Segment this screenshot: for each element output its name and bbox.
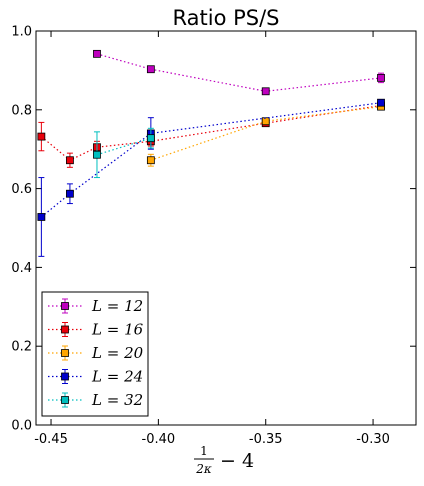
series-l-20: [146, 102, 385, 167]
data-point: [261, 87, 270, 96]
legend-item: L = 20: [48, 344, 144, 362]
data-point: [377, 73, 385, 82]
x-tick-label: -0.45: [34, 432, 68, 447]
series-line: [96, 137, 152, 156]
data-point: [146, 65, 155, 74]
chart-title: Ratio PS/S: [173, 6, 280, 30]
legend-marker: [61, 349, 69, 357]
series-l-16: [37, 101, 385, 168]
legend-label: L = 12: [91, 297, 143, 315]
y-tick-label: 0.2: [11, 340, 32, 355]
legend-item: L = 32: [48, 391, 143, 409]
series-line: [41, 102, 382, 218]
y-tick-label: 0.4: [11, 261, 32, 276]
legend-label: L = 32: [91, 391, 143, 409]
legend-item: L = 16: [48, 321, 144, 339]
series-line: [41, 104, 382, 161]
x-axis-label: 1 2κ − 4: [194, 444, 254, 476]
series-line: [96, 53, 382, 92]
data-point: [261, 117, 270, 126]
series-l-12: [93, 49, 385, 96]
series-line: [150, 106, 382, 161]
legend-box: [41, 291, 149, 417]
legend-item: L = 24: [48, 368, 143, 386]
x-axis-label-numerator: 1: [200, 444, 208, 458]
legend-marker: [61, 302, 69, 310]
y-tick-label: 0.6: [11, 182, 32, 197]
series-layer: [37, 49, 385, 257]
y-tick-label: 0.8: [11, 103, 32, 118]
data-point: [146, 156, 155, 165]
series-l-24: [37, 98, 385, 257]
y-axis: 0.0 0.2 0.4 0.6 0.8 1.0: [11, 25, 416, 434]
series-l-32: [93, 127, 155, 179]
x-tick-label: -0.35: [249, 432, 283, 447]
x-axis: -0.45 -0.40 -0.35 -0.30: [34, 31, 390, 447]
data-point: [93, 49, 101, 58]
data-point: [93, 150, 101, 159]
data-point: [37, 213, 46, 221]
legend-marker: [61, 396, 69, 404]
x-axis-label-offset: − 4: [220, 450, 254, 472]
x-axis-label-denominator: 2κ: [195, 462, 212, 476]
data-point: [66, 156, 74, 165]
legend-item: L = 12: [48, 297, 143, 315]
x-tick-label: -0.30: [356, 432, 390, 447]
legend-marker: [61, 372, 69, 381]
data-point: [146, 134, 155, 143]
legend-label: L = 24: [91, 368, 143, 386]
legend: L = 12 L = 16 L = 20 L = 24 L = 32: [41, 291, 149, 417]
data-point: [37, 132, 46, 141]
y-tick-label: 1.0: [11, 25, 32, 40]
y-tick-label: 0.0: [11, 419, 32, 434]
legend-marker: [61, 325, 69, 334]
x-tick-label: -0.40: [142, 432, 176, 447]
data-point: [66, 189, 74, 198]
legend-label: L = 20: [91, 344, 144, 362]
plot-frame: [35, 30, 417, 426]
legend-label: L = 16: [91, 321, 144, 339]
data-point: [377, 98, 385, 107]
